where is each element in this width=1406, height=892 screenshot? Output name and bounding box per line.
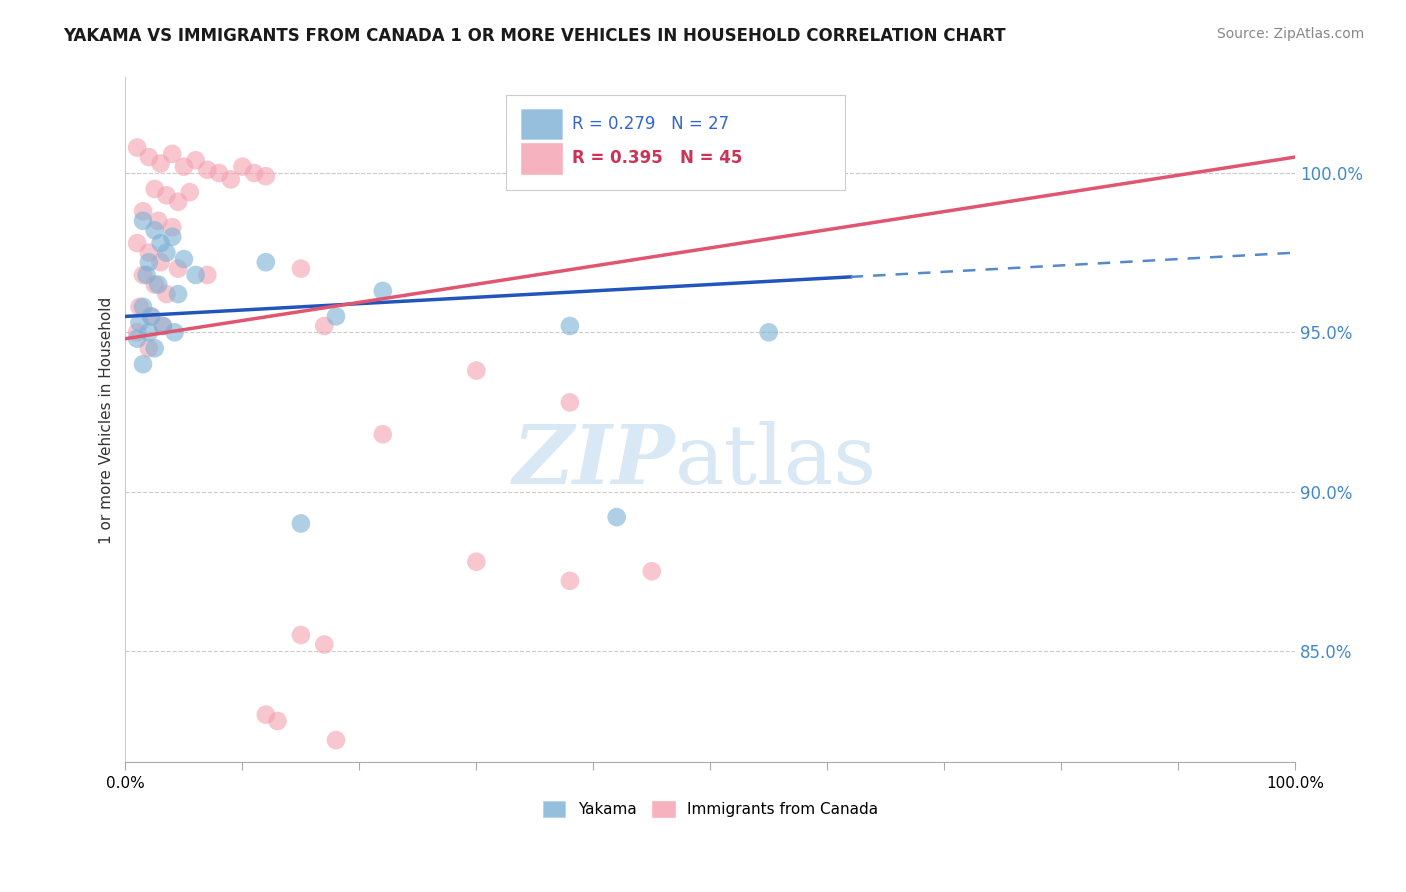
Point: [149, 156, 172, 170]
Point: [465, 363, 488, 377]
Point: [138, 341, 160, 355]
Point: [558, 318, 581, 333]
Point: [325, 733, 347, 747]
Point: [231, 160, 253, 174]
Point: [138, 255, 160, 269]
Point: [162, 229, 184, 244]
Point: [132, 268, 155, 282]
Point: [143, 341, 166, 355]
Point: [143, 277, 166, 292]
Point: [195, 162, 218, 177]
Point: [758, 326, 780, 340]
Point: [148, 277, 170, 292]
Point: [148, 214, 170, 228]
Point: [173, 252, 195, 266]
Point: [195, 268, 218, 282]
Point: [152, 318, 174, 333]
Point: [128, 300, 150, 314]
Point: [143, 223, 166, 237]
Point: [149, 255, 172, 269]
Point: [290, 628, 312, 642]
Text: ZIP: ZIP: [513, 421, 675, 501]
FancyBboxPatch shape: [520, 109, 562, 139]
Point: [143, 182, 166, 196]
Point: [127, 332, 149, 346]
Point: [167, 261, 190, 276]
Point: [127, 236, 149, 251]
Point: [314, 318, 336, 333]
FancyBboxPatch shape: [506, 95, 845, 191]
Point: [155, 287, 177, 301]
Point: [167, 287, 190, 301]
Point: [641, 564, 664, 578]
Point: [132, 214, 155, 228]
Point: [173, 160, 195, 174]
Point: [155, 245, 177, 260]
Point: [163, 326, 186, 340]
Point: [127, 140, 149, 154]
Point: [558, 574, 581, 588]
Text: R = 0.395   N = 45: R = 0.395 N = 45: [572, 149, 742, 168]
Point: [184, 268, 207, 282]
Point: [152, 318, 174, 333]
Point: [135, 268, 157, 282]
Point: [162, 220, 184, 235]
Text: Source: ZipAtlas.com: Source: ZipAtlas.com: [1216, 27, 1364, 41]
Point: [243, 166, 266, 180]
Point: [219, 172, 242, 186]
Legend: Yakama, Immigrants from Canada: Yakama, Immigrants from Canada: [537, 795, 884, 823]
Point: [127, 326, 149, 340]
Point: [138, 150, 160, 164]
Text: YAKAMA VS IMMIGRANTS FROM CANADA 1 OR MORE VEHICLES IN HOUSEHOLD CORRELATION CHA: YAKAMA VS IMMIGRANTS FROM CANADA 1 OR MO…: [63, 27, 1005, 45]
Point: [141, 310, 163, 324]
Point: [179, 185, 201, 199]
Point: [254, 707, 277, 722]
Point: [149, 236, 172, 251]
Point: [128, 316, 150, 330]
Point: [465, 555, 488, 569]
Point: [138, 245, 160, 260]
Point: [132, 204, 155, 219]
Point: [162, 147, 184, 161]
Text: atlas: atlas: [675, 421, 877, 501]
Point: [254, 255, 277, 269]
Y-axis label: 1 or more Vehicles in Household: 1 or more Vehicles in Household: [100, 296, 114, 543]
Point: [371, 284, 394, 298]
Point: [371, 427, 394, 442]
Point: [132, 300, 155, 314]
FancyBboxPatch shape: [520, 143, 562, 174]
Point: [167, 194, 190, 209]
Point: [266, 714, 288, 728]
Point: [290, 516, 312, 531]
Point: [138, 326, 160, 340]
Point: [325, 310, 347, 324]
Point: [314, 638, 336, 652]
Point: [254, 169, 277, 184]
Point: [141, 310, 163, 324]
Point: [184, 153, 207, 168]
Point: [290, 261, 312, 276]
Point: [155, 188, 177, 202]
Point: [606, 510, 628, 524]
Text: R = 0.279   N = 27: R = 0.279 N = 27: [572, 115, 730, 133]
Point: [558, 395, 581, 409]
Point: [132, 357, 155, 371]
Point: [208, 166, 231, 180]
